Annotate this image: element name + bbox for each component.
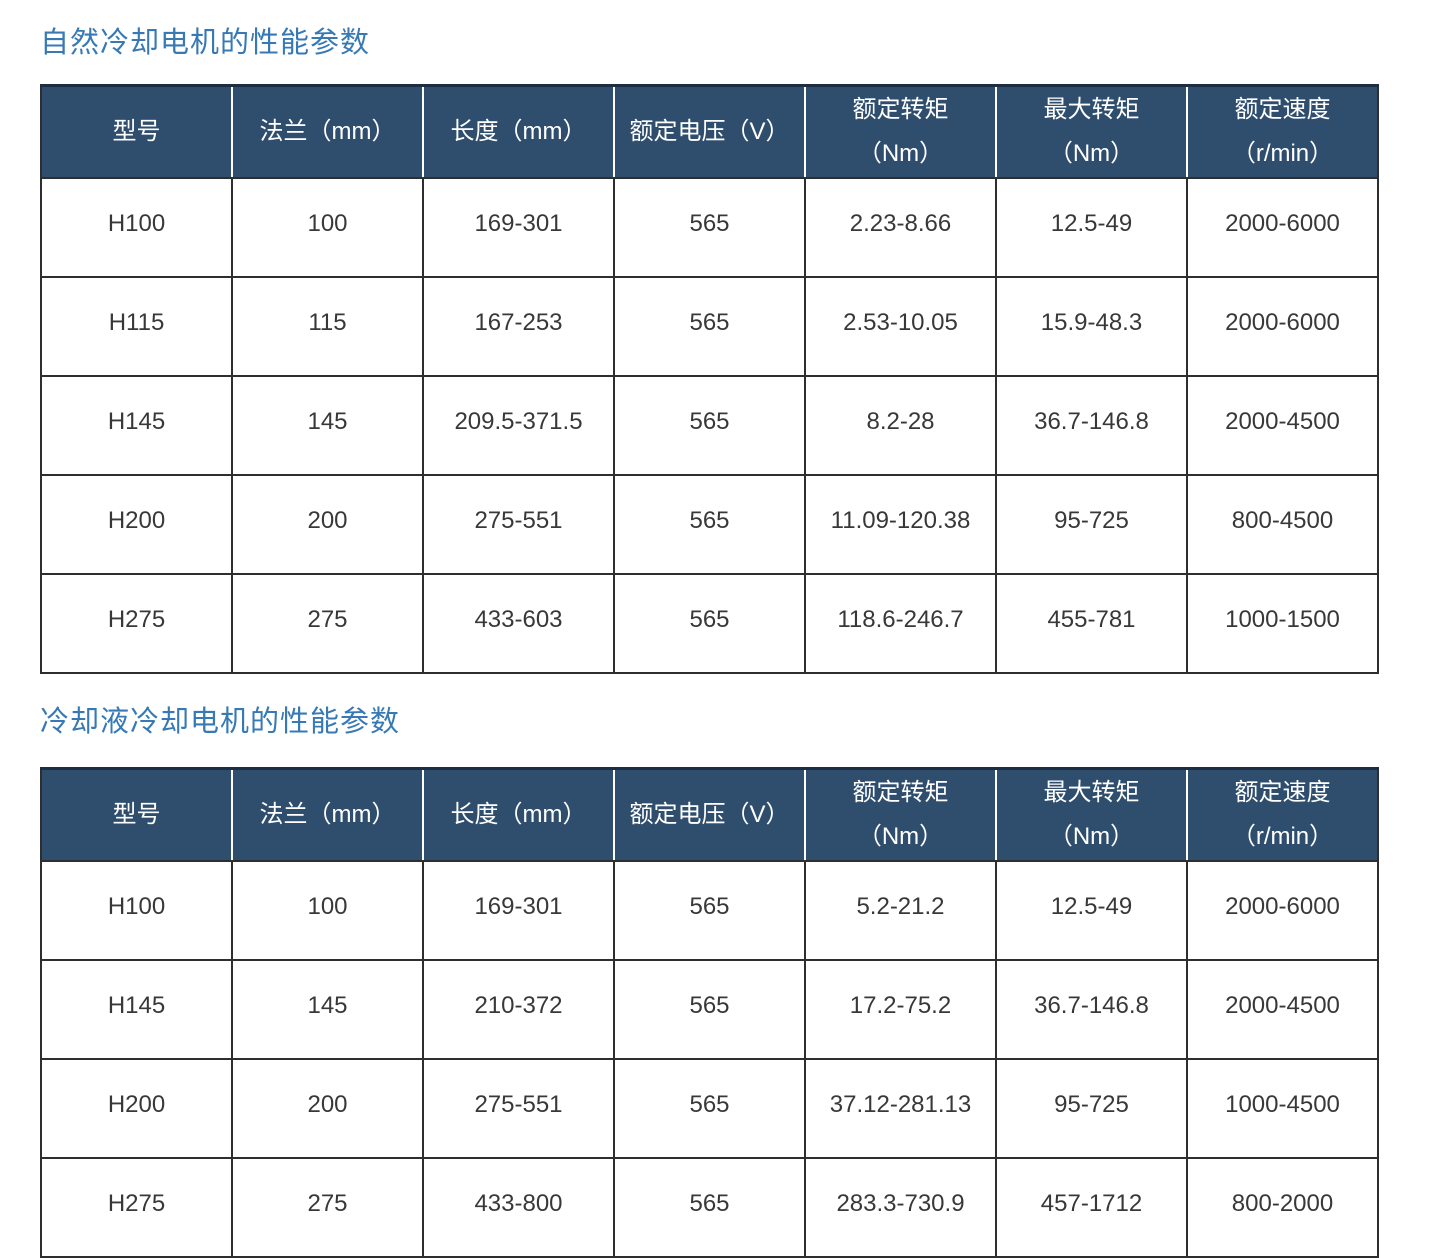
table-row: H100 100 169-301 565 2.23-8.66 12.5-49 2… (40, 177, 1379, 278)
column-header-rated-torque: 额定转矩 （Nm） (805, 84, 997, 179)
table-cell: H275 (40, 573, 233, 674)
column-header-voltage: 额定电压（V） (614, 84, 806, 179)
table-cell: 565 (613, 1157, 806, 1258)
table-cell: 800-2000 (1186, 1157, 1379, 1258)
table-row: H200 200 275-551 565 11.09-120.38 95-725… (40, 474, 1379, 575)
column-header-flange: 法兰（mm） (232, 84, 424, 179)
table-cell: 2.23-8.66 (804, 177, 997, 278)
table-cell: H275 (40, 1157, 233, 1258)
table-cell: 8.2-28 (804, 375, 997, 476)
table-row: H275 275 433-800 565 283.3-730.9 457-171… (40, 1157, 1379, 1258)
table-row: H275 275 433-603 565 118.6-246.7 455-781… (40, 573, 1379, 674)
table-cell: H115 (40, 276, 233, 377)
table-cell: 95-725 (995, 1058, 1188, 1159)
table-cell: 37.12-281.13 (804, 1058, 997, 1159)
table-cell: H100 (40, 860, 233, 961)
table-cell: 2000-4500 (1186, 375, 1379, 476)
table-cell: 100 (231, 860, 424, 961)
table-cell: H100 (40, 177, 233, 278)
table-cell: 283.3-730.9 (804, 1157, 997, 1258)
table-cell: 167-253 (422, 276, 615, 377)
column-header-voltage: 额定电压（V） (614, 767, 806, 862)
table-row: H100 100 169-301 565 5.2-21.2 12.5-49 20… (40, 860, 1379, 961)
table-cell: 275 (231, 1157, 424, 1258)
table-cell: 12.5-49 (995, 177, 1188, 278)
table-cell: 565 (613, 573, 806, 674)
table-cell: 36.7-146.8 (995, 375, 1188, 476)
header-row: 型号 法兰（mm） 长度（mm） 额定电压（V） 额定转矩 （Nm） 最大转矩 （N… (41, 84, 1379, 179)
column-header-max-torque: 最大转矩 （Nm） (996, 84, 1188, 179)
table-cell: 565 (613, 860, 806, 961)
table-cell: 200 (231, 1058, 424, 1159)
table-cell: 565 (613, 276, 806, 377)
table-cell: 169-301 (422, 860, 615, 961)
table-cell: 2000-6000 (1186, 276, 1379, 377)
table-row: H115 115 167-253 565 2.53-10.05 15.9-48.… (40, 276, 1379, 377)
spec-table-natural-cooling: 型号 法兰（mm） 长度（mm） 额定电压（V） 额定转矩 （Nm） 最大转矩 （N… (40, 84, 1379, 674)
table-cell: 1000-1500 (1186, 573, 1379, 674)
table-cell: 169-301 (422, 177, 615, 278)
column-header-flange: 法兰（mm） (232, 767, 424, 862)
section-title-liquid-cooling: 冷却液冷却电机的性能参数 (40, 706, 401, 738)
table-cell: 17.2-75.2 (804, 959, 997, 1060)
table-cell: 100 (231, 177, 424, 278)
table-cell: 565 (613, 375, 806, 476)
table-cell: 565 (613, 474, 806, 575)
table-cell: 457-1712 (995, 1157, 1188, 1258)
table-cell: 2000-6000 (1186, 177, 1379, 278)
spec-table-liquid-cooling: 型号 法兰（mm） 长度（mm） 额定电压（V） 额定转矩 （Nm） 最大转矩 （N… (40, 767, 1379, 1258)
table-cell: 15.9-48.3 (995, 276, 1188, 377)
table-cell: 12.5-49 (995, 860, 1188, 961)
table-cell: 455-781 (995, 573, 1188, 674)
table-cell: 2.53-10.05 (804, 276, 997, 377)
table-cell: 565 (613, 1058, 806, 1159)
column-header-model: 型号 (41, 767, 233, 862)
header-row: 型号 法兰（mm） 长度（mm） 额定电压（V） 额定转矩 （Nm） 最大转矩 （N… (41, 767, 1379, 862)
table-cell: H200 (40, 1058, 233, 1159)
column-header-rated-speed: 额定速度 （r/min） (1187, 84, 1379, 179)
section-title-natural-cooling: 自然冷却电机的性能参数 (40, 27, 371, 59)
table-cell: 565 (613, 177, 806, 278)
table-cell: 2000-6000 (1186, 860, 1379, 961)
table-row: H200 200 275-551 565 37.12-281.13 95-725… (40, 1058, 1379, 1159)
table-cell: 275 (231, 573, 424, 674)
column-header-rated-speed: 额定速度 （r/min） (1187, 767, 1379, 862)
table-cell: 800-4500 (1186, 474, 1379, 575)
table-cell: 145 (231, 375, 424, 476)
table-cell: 118.6-246.7 (804, 573, 997, 674)
table-row: H145 145 210-372 565 17.2-75.2 36.7-146.… (40, 959, 1379, 1060)
table-cell: H200 (40, 474, 233, 575)
table-cell: 275-551 (422, 1058, 615, 1159)
column-header-max-torque: 最大转矩 （Nm） (996, 767, 1188, 862)
table-cell: 433-800 (422, 1157, 615, 1258)
table-cell: 11.09-120.38 (804, 474, 997, 575)
table-cell: 36.7-146.8 (995, 959, 1188, 1060)
column-header-model: 型号 (41, 84, 233, 179)
table-cell: 1000-4500 (1186, 1058, 1379, 1159)
table-cell: 145 (231, 959, 424, 1060)
table-cell: 95-725 (995, 474, 1188, 575)
table-cell: 200 (231, 474, 424, 575)
table-cell: H145 (40, 959, 233, 1060)
table-cell: 5.2-21.2 (804, 860, 997, 961)
column-header-length: 长度（mm） (423, 767, 615, 862)
table-cell: 2000-4500 (1186, 959, 1379, 1060)
table-cell: H145 (40, 375, 233, 476)
table-cell: 210-372 (422, 959, 615, 1060)
table-row: H145 145 209.5-371.5 565 8.2-28 36.7-146… (40, 375, 1379, 476)
column-header-rated-torque: 额定转矩 （Nm） (805, 767, 997, 862)
table-cell: 115 (231, 276, 424, 377)
table-cell: 565 (613, 959, 806, 1060)
column-header-length: 长度（mm） (423, 84, 615, 179)
table-cell: 209.5-371.5 (422, 375, 615, 476)
table-cell: 275-551 (422, 474, 615, 575)
table-cell: 433-603 (422, 573, 615, 674)
